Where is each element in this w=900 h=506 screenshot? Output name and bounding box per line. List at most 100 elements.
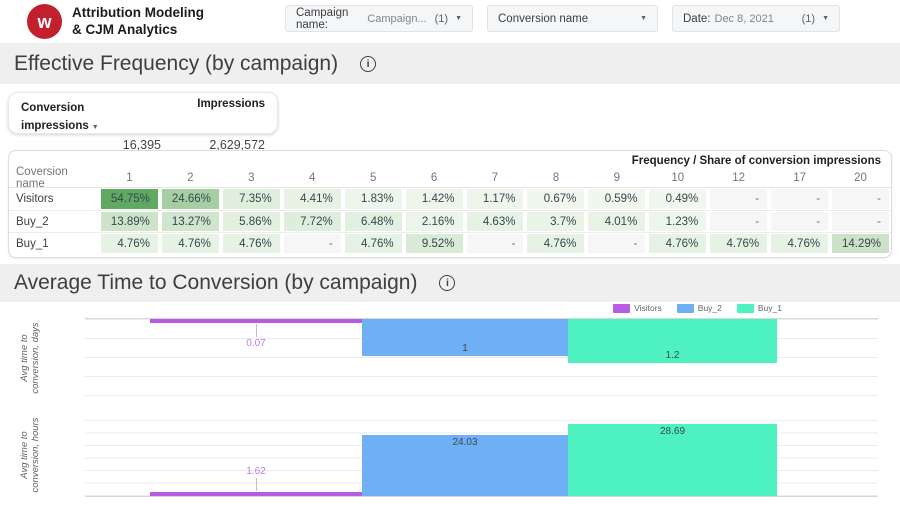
label-connector-line <box>256 323 257 337</box>
frequency-cell: 4.76% <box>161 234 219 253</box>
frequency-row-label: Visitors <box>16 193 54 205</box>
frequency-column-header[interactable]: 3 <box>248 172 255 184</box>
frequency-cell: 13.89% <box>101 212 158 231</box>
frequency-cell: 13.27% <box>161 212 219 231</box>
section-frequency-title: Effective Frequency (by campaign) <box>14 52 339 75</box>
table-row: Buy_2 13.89% 13.27% 5.86% 7.72% 6.48% 2.16% 4.6… <box>9 210 891 232</box>
impressions-scorecard: Conversion impressions ▼ Impressions 16,3… <box>8 92 278 152</box>
frequency-cell: 5.86% <box>222 212 280 231</box>
frequency-cell: 2.16% <box>405 212 463 231</box>
frequency-cell: 4.76% <box>527 234 585 253</box>
frequency-column-header[interactable]: 12 <box>732 172 746 184</box>
frequency-cell: 7.72% <box>283 212 341 231</box>
frequency-cell: - <box>832 212 889 231</box>
filter-date-label: Date: <box>683 12 711 25</box>
frequency-cell: 24.66% <box>161 189 219 209</box>
frequency-table: Frequency / Share of conversion impressi… <box>8 150 892 258</box>
frequency-column-header[interactable]: 8 <box>552 172 560 184</box>
sort-caret-icon[interactable]: ▼ <box>91 124 99 131</box>
frequency-table-body: Visitors 54.75% 24.66% 7.35% 4.41% 1.83% 1.42%… <box>9 188 891 254</box>
frequency-column-header[interactable]: 4 <box>309 172 316 184</box>
frequency-column-header[interactable]: 7 <box>491 172 499 184</box>
frequency-cell: 4.41% <box>283 189 341 209</box>
legend-item-visitors[interactable]: Visitors <box>613 303 662 313</box>
chevron-down-icon: ▼ <box>640 15 647 22</box>
conversion-impressions-header[interactable]: Conversion impressions <box>21 102 89 132</box>
legend-label: Buy_2 <box>697 303 722 313</box>
filter-date-value: Dec 8, 2021 <box>714 12 774 25</box>
legend-item-buy_1[interactable]: Buy_1 <box>736 303 782 313</box>
frequency-cell: 0.49% <box>649 189 707 209</box>
legend-label: Visitors <box>634 303 662 313</box>
app-title-line2: & CJM Analytics <box>72 21 178 37</box>
chart-legend: Visitors Buy_2 Buy_1 <box>613 303 782 313</box>
frequency-cell: 6.48% <box>344 212 402 231</box>
frequency-table-columns: Coversion name 1 2 3 4 5 6 7 8 9 10 12 17 20 <box>9 166 891 190</box>
frequency-cell: - <box>832 189 889 209</box>
bar-visitors-days[interactable] <box>150 319 362 323</box>
filter-campaign-name[interactable]: Campaign name: Campaign... (1) ▼ <box>285 5 473 32</box>
frequency-cell: - <box>588 234 646 253</box>
conversion-impressions-value: 16,395 <box>122 138 161 152</box>
frequency-cell: - <box>771 189 829 209</box>
section-time-header: Average Time to Conversion (by campaign)… <box>0 264 900 302</box>
frequency-column-header[interactable]: 17 <box>793 172 806 184</box>
frequency-cell: - <box>283 234 341 253</box>
frequency-cell: - <box>710 212 768 231</box>
chevron-down-icon: ▼ <box>455 15 462 22</box>
section-frequency-header: Effective Frequency (by campaign) i <box>0 44 900 84</box>
bar-visitors-hours[interactable] <box>150 491 362 496</box>
frequency-cell: 4.01% <box>588 212 646 231</box>
info-icon[interactable]: i <box>360 56 377 72</box>
bar-buy_1-days[interactable]: 1.2 <box>568 319 777 363</box>
app-header: w Attribution Modeling & CJM Analytics C… <box>0 0 900 44</box>
filter-date[interactable]: Date: Dec 8, 2021 (1) ▼ <box>672 5 840 32</box>
frequency-cell: 0.59% <box>588 189 646 209</box>
frequency-cell: 9.52% <box>405 234 463 253</box>
chart-hours: Avg time to conversion, hours 1.62 24.03 2… <box>0 412 900 497</box>
legend-swatch-icon <box>736 303 754 313</box>
chart-days-ylabel: Avg time to conversion, days <box>19 322 41 394</box>
frequency-cell: 1.42% <box>405 189 463 209</box>
frequency-column-header[interactable]: 20 <box>854 172 867 184</box>
frequency-row-label: Buy_2 <box>16 215 49 228</box>
frequency-cell: 54.75% <box>101 189 158 209</box>
frequency-column-header[interactable]: 1 <box>126 172 133 184</box>
filter-conversion-name[interactable]: Conversion name ▼ <box>487 5 658 32</box>
frequency-cell: 1.17% <box>466 189 524 209</box>
frequency-cell: 4.76% <box>771 234 829 253</box>
impressions-header[interactable]: Impressions <box>197 98 265 110</box>
bar-value-label: 1 <box>462 342 468 354</box>
bar-buy_2-hours[interactable]: 24.03 <box>362 435 568 496</box>
bar-value-label: 0.07 <box>246 337 266 349</box>
chart-days: Avg time to conversion, days 0.07 1 1.2 <box>0 318 900 398</box>
brand-logo-icon: w <box>27 4 62 39</box>
frequency-column-header[interactable]: 9 <box>613 172 621 184</box>
bar-value-label: 24.03 <box>452 437 478 449</box>
bar-buy_2-days[interactable]: 1 <box>362 319 568 356</box>
frequency-cell: 4.76% <box>222 234 280 253</box>
bar-buy_1-hours[interactable]: 28.69 <box>568 423 777 496</box>
filter-date-count: (1) <box>801 12 816 25</box>
frequency-cell: 4.63% <box>466 212 524 231</box>
legend-swatch-icon <box>613 303 631 313</box>
frequency-cell: 14.29% <box>832 234 889 253</box>
frequency-cell: - <box>710 189 768 209</box>
frequency-cell: 4.76% <box>649 234 707 253</box>
legend-item-buy_2[interactable]: Buy_2 <box>676 303 722 313</box>
frequency-cell: 3.7% <box>527 212 585 231</box>
frequency-row-header: Coversion name <box>16 166 68 190</box>
info-icon[interactable]: i <box>439 275 456 291</box>
chart-hours-ylabel: Avg time to conversion, hours <box>19 417 41 492</box>
bar-value-label: 1.62 <box>246 465 266 477</box>
frequency-column-header[interactable]: 10 <box>671 172 685 184</box>
frequency-column-header[interactable]: 6 <box>430 172 438 184</box>
frequency-column-header[interactable]: 5 <box>369 172 377 184</box>
frequency-cell: - <box>466 234 524 253</box>
frequency-column-header[interactable]: 2 <box>187 172 194 184</box>
bar-value-label: 28.69 <box>659 425 686 437</box>
filter-campaign-label: Campaign name: <box>296 6 349 31</box>
section-time-title: Average Time to Conversion (by campaign) <box>14 271 418 294</box>
filter-campaign-value: Campaign... <box>367 12 427 25</box>
impressions-value: 2,629,572 <box>209 138 265 152</box>
